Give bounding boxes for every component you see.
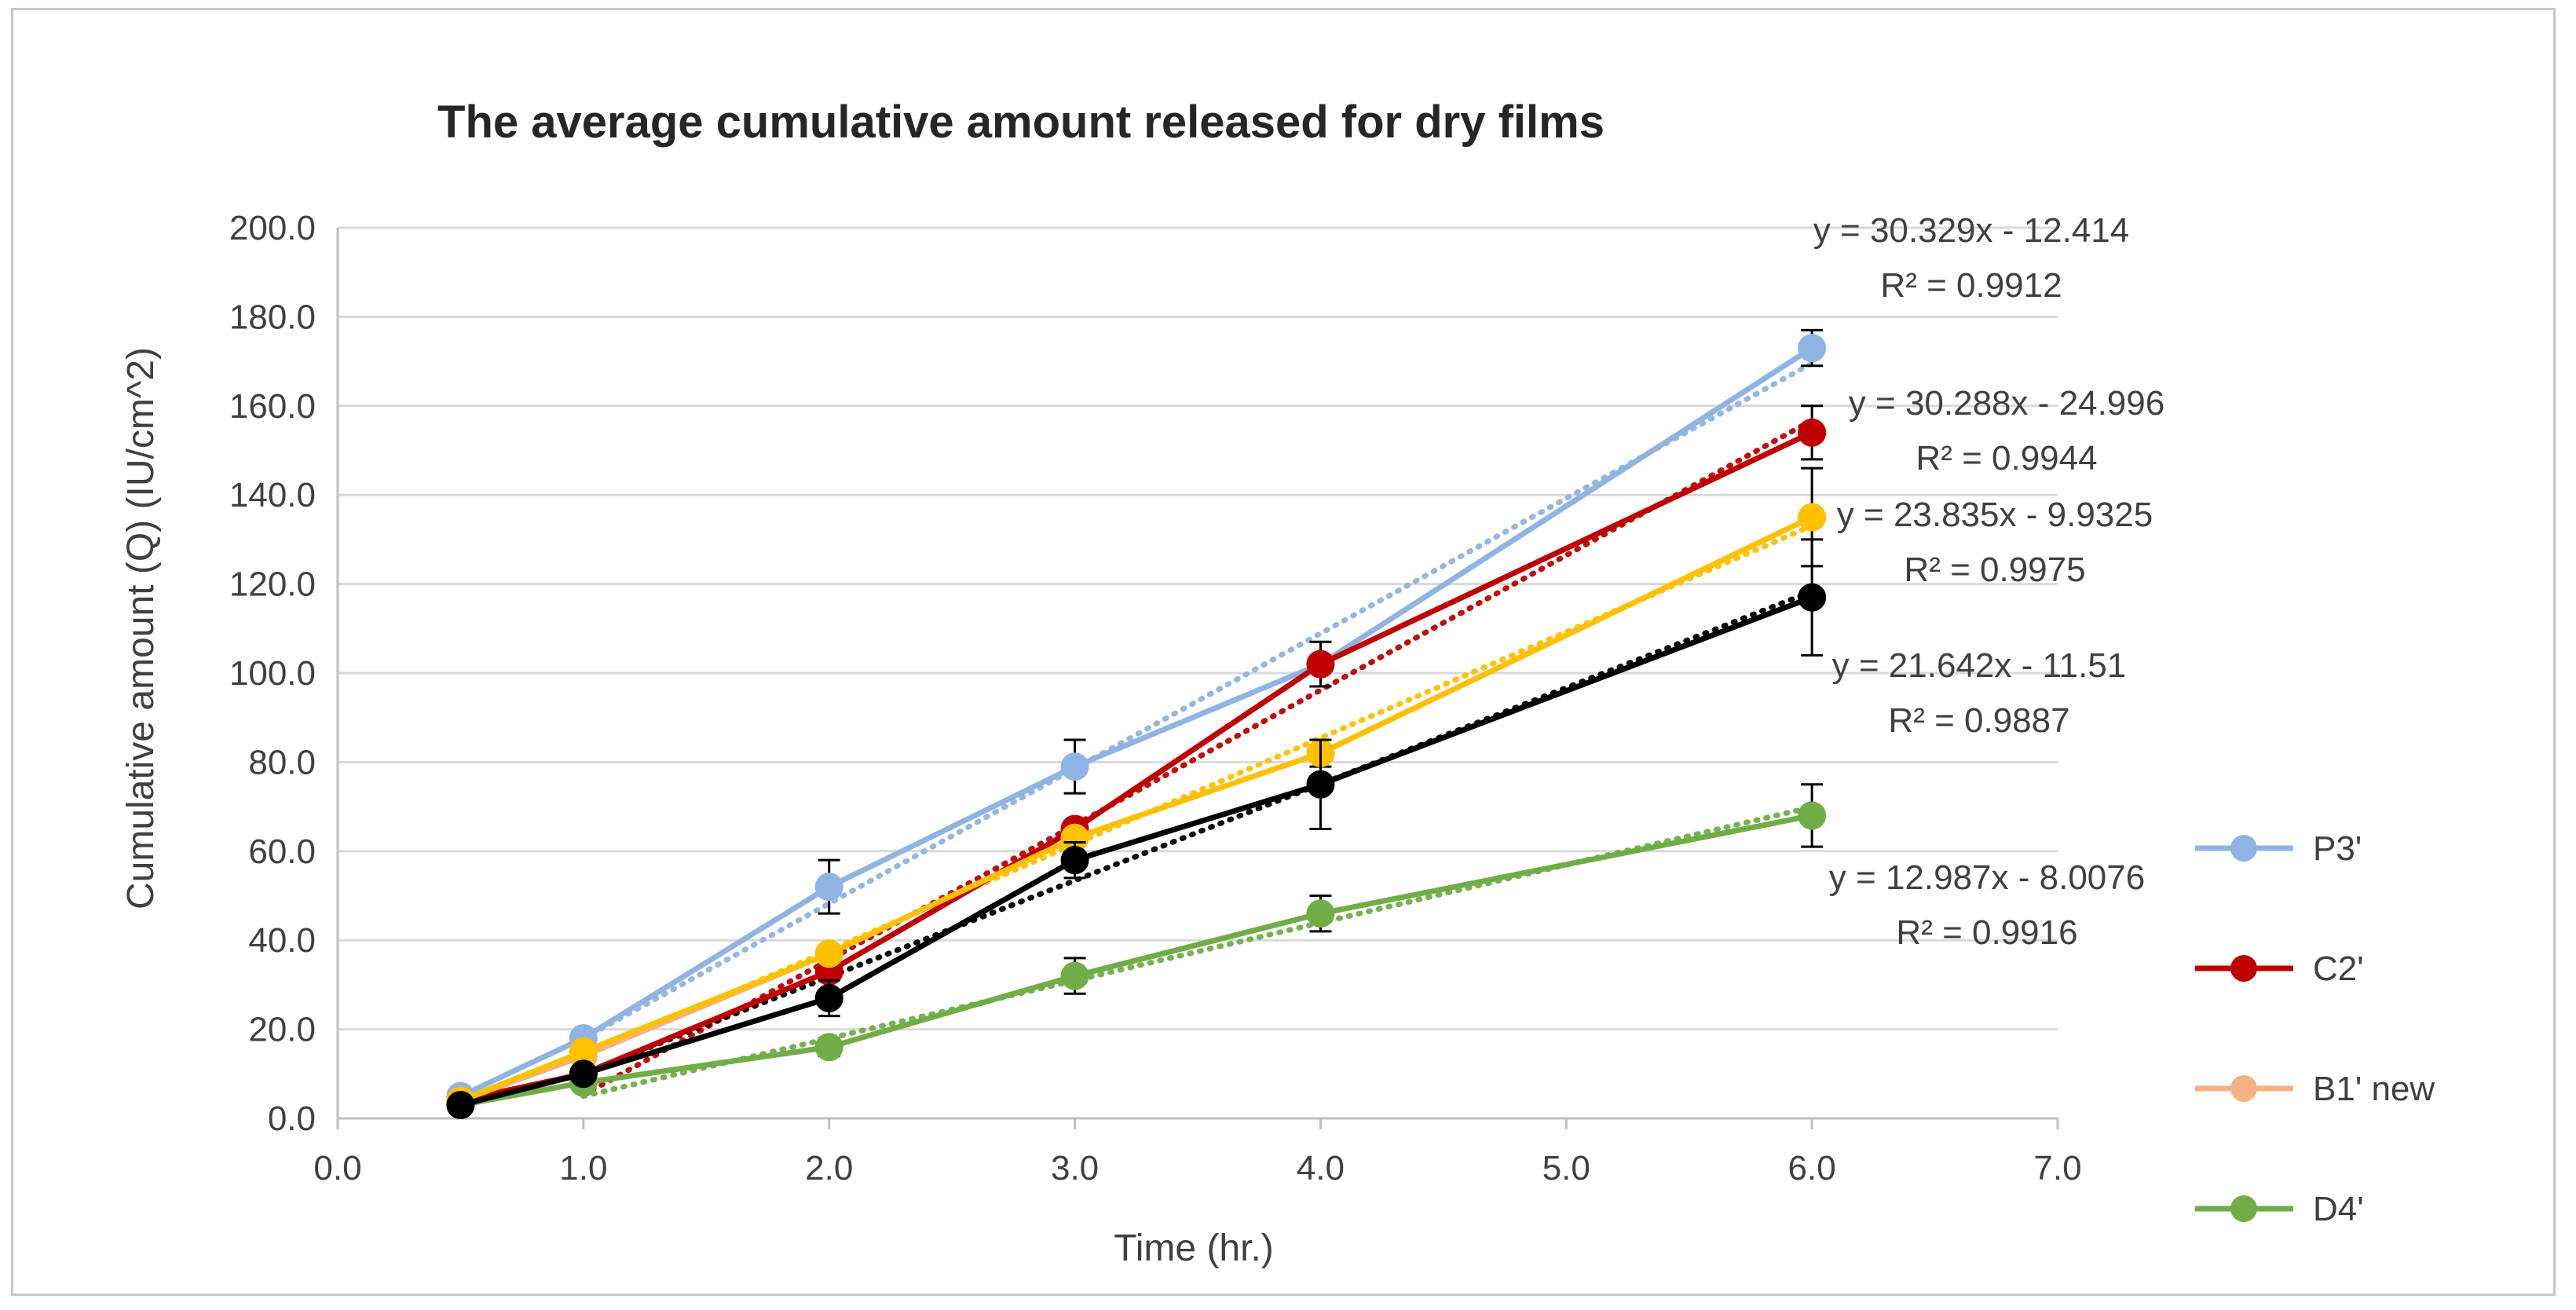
x-tick-label: 5.0: [1542, 1149, 1590, 1187]
y-tick-label: 200.0: [229, 209, 316, 247]
trendline-r-squared: R² = 0.9944: [1916, 439, 2097, 478]
legend-swatch-marker: [2230, 955, 2257, 982]
axes: 0.0 20.0 40.0 60.0 80.0 100.0 120.0 140.0 160.0 1…: [229, 209, 2082, 1187]
data-point: [1798, 801, 1827, 830]
data-point: [814, 983, 843, 1012]
legend-item[interactable]: C2': [2195, 950, 2364, 988]
y-tick-label: 120.0: [229, 565, 316, 604]
y-tick-label: 60.0: [248, 832, 316, 871]
data-point: [1798, 334, 1827, 363]
trendline-series-1: [580, 417, 1815, 1098]
series-line: [459, 346, 1813, 1099]
data-point: [814, 1033, 843, 1062]
trendline-equation: y = 12.987x - 8.0076: [1829, 858, 2145, 897]
y-tick-label: 180.0: [229, 298, 316, 336]
x-tick-label: 2.0: [805, 1149, 853, 1187]
data-point: [446, 1090, 475, 1119]
series-1: [446, 404, 1827, 1115]
data-point: [1798, 418, 1827, 447]
x-tick-label: 1.0: [559, 1149, 607, 1187]
trendline-equation: y = 30.329x - 12.414: [1813, 211, 2129, 250]
trendlines: [580, 360, 1815, 1100]
x-tick-label: 3.0: [1051, 1149, 1099, 1187]
data-point: [1060, 961, 1089, 990]
trendline-r-squared: R² = 0.9916: [1896, 913, 2077, 952]
y-tick-label: 0.0: [268, 1100, 316, 1138]
data-point: [1798, 503, 1827, 532]
chart-title: The average cumulative amount released f…: [437, 97, 1605, 148]
series-line: [459, 514, 1813, 1103]
legend-swatch-marker: [2230, 835, 2257, 862]
data-point: [1306, 899, 1335, 928]
x-axis-title: Time (hr.): [1114, 1228, 1274, 1269]
trendline-series-0: [580, 360, 1815, 1041]
legend-swatch-marker: [2230, 1195, 2257, 1222]
series-4: [446, 783, 1827, 1119]
data-point: [1306, 770, 1335, 799]
data-point: [814, 873, 843, 902]
trendline-equation: y = 30.288x - 24.996: [1849, 384, 2164, 423]
y-axis-title: Cumulative amount (Q) (IU/cm^2): [120, 347, 162, 909]
data-point: [1798, 583, 1827, 612]
series-line: [459, 812, 1813, 1108]
legend-item[interactable]: D4': [2195, 1190, 2364, 1228]
y-tick-label: 140.0: [229, 476, 316, 514]
trendline-equation: y = 21.642x - 11.51: [1832, 646, 2127, 685]
gridlines: [338, 226, 2058, 1120]
series-line: [459, 595, 1813, 1108]
data-point: [1060, 846, 1089, 875]
legend-label: C2': [2313, 950, 2364, 988]
data-point: [1306, 650, 1335, 679]
legend-item[interactable]: B1' new: [2195, 1070, 2435, 1108]
x-tick-label: 4.0: [1297, 1149, 1345, 1187]
legend-item[interactable]: P3': [2195, 829, 2362, 868]
x-tick-label: 7.0: [2033, 1149, 2081, 1187]
legend-label: D4': [2313, 1190, 2364, 1228]
data-point: [1060, 752, 1089, 781]
y-tick-label: 40.0: [248, 921, 316, 960]
x-tick-label: 0.0: [313, 1149, 361, 1187]
y-tick-label: 80.0: [248, 743, 316, 781]
y-tick-label: 160.0: [229, 387, 316, 426]
x-tick-label: 6.0: [1788, 1149, 1836, 1187]
legend-label: P3': [2313, 829, 2362, 868]
legend-label: B1' new: [2313, 1070, 2435, 1108]
series-line: [459, 514, 1813, 1103]
trendline-labels: y = 30.329x - 12.414 R² = 0.9912 y = 30.28…: [1813, 211, 2164, 952]
series-line: [459, 430, 1813, 1103]
trendline-series-5: [580, 588, 1815, 1077]
trendline-equation: y = 23.835x - 9.9325: [1837, 496, 2153, 534]
data-series: [446, 328, 1827, 1119]
y-tick-label: 20.0: [248, 1011, 316, 1049]
legend-swatch-marker: [2230, 1075, 2257, 1102]
trendline-r-squared: R² = 0.9912: [1880, 266, 2062, 305]
series-0: [446, 328, 1827, 1111]
data-point: [569, 1059, 598, 1089]
series-5: [446, 538, 1827, 1119]
y-tick-label: 100.0: [229, 654, 316, 693]
trendline-r-squared: R² = 0.9887: [1888, 701, 2069, 740]
data-point: [814, 939, 843, 968]
trendline-r-squared: R² = 0.9975: [1904, 551, 2085, 589]
